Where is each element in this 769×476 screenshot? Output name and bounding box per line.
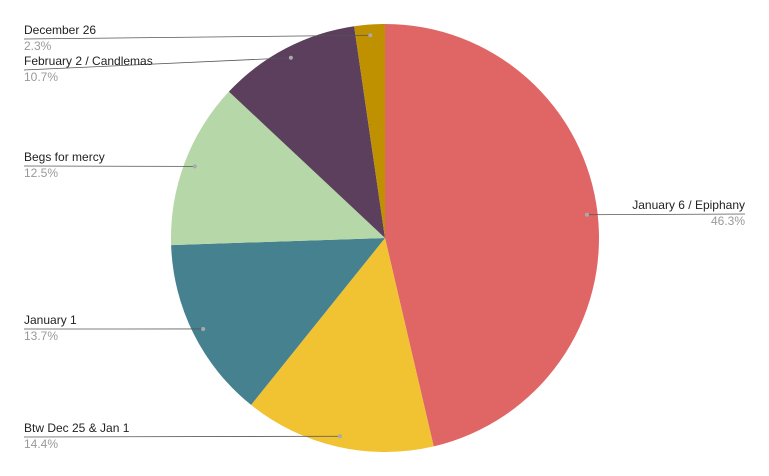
leader-line: [23, 34, 371, 40]
pie-slice: [228, 26, 385, 239]
slice-value-label: 46.3%: [711, 214, 745, 228]
leader-dot: [192, 164, 197, 169]
leader-dot: [584, 212, 589, 217]
leader-line: [586, 213, 746, 216]
slice-value-label: 12.5%: [24, 166, 58, 180]
slice-label: January 1: [24, 313, 77, 327]
slice-value-label: 10.7%: [24, 70, 58, 84]
slice-label: December 26: [24, 23, 96, 37]
pie-slice: [385, 23, 600, 447]
slice-value-label: 14.4%: [24, 437, 58, 451]
slice-value-label: 13.7%: [24, 329, 58, 343]
leader-dot: [288, 55, 293, 60]
pie-slice: [251, 238, 434, 452]
leader-line: [23, 435, 340, 438]
pie-slice: [171, 238, 385, 405]
leader-line: [23, 57, 291, 71]
slice-label: Begs for mercy: [24, 150, 105, 164]
pie-slice: [354, 24, 385, 238]
leader-dot: [337, 434, 342, 439]
slice-label: February 2 / Candlemas: [24, 54, 153, 68]
slice-value-label: 2.3%: [24, 39, 52, 53]
leader-dot: [201, 326, 206, 331]
slice-label: Btw Dec 25 & Jan 1: [24, 421, 130, 435]
leader-dot: [368, 33, 373, 38]
slice-label: January 6 / Epiphany: [632, 198, 745, 212]
pie-slice: [171, 91, 385, 246]
